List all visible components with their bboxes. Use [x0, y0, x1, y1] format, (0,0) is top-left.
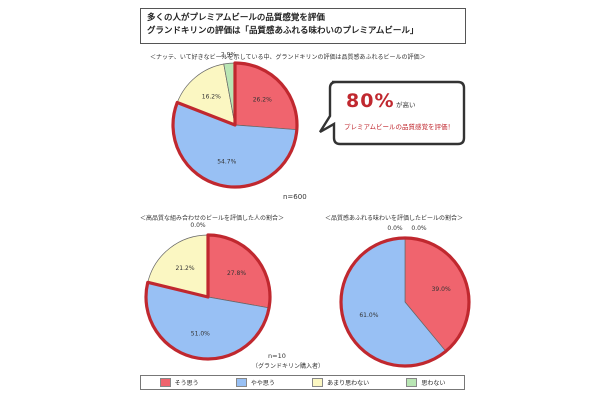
- title-line-2: グランドキリンの評価は「品質感あふれる味わいのプレミアムビール」: [147, 26, 419, 36]
- highlight-outline: [171, 61, 299, 189]
- data-label: 51.0%: [191, 330, 210, 337]
- legend-label: そう思う: [174, 380, 199, 387]
- data-label: 0.0%: [387, 225, 403, 232]
- highlight-outline: [144, 233, 272, 361]
- highlight-callout: 80% が高い プレミアムビールの品質感覚を評価！: [318, 78, 468, 152]
- highlight-outline: [339, 236, 471, 368]
- title-box: 多くの人がプレミアムビールの品質感覚を評価 グランドキリンの評価は「品質感あふれ…: [140, 8, 466, 44]
- data-label: 26.2%: [253, 97, 272, 104]
- chart-2-n-sub: （グランドキリン購入者）: [252, 363, 325, 370]
- callout-percent: 80%: [346, 90, 395, 112]
- legend-item: 思わない: [406, 378, 445, 387]
- pie-2: 27.8% 51.0% 21.2% 0.0%: [144, 222, 272, 361]
- pie-1: 26.2% 54.7% 16.2% 2.9%: [171, 51, 299, 189]
- data-label: 0.0%: [411, 225, 427, 232]
- legend-item: そう思う: [159, 378, 199, 387]
- legend: そう思う やや思う あまり思わない 思わない: [140, 375, 465, 390]
- data-label: 27.8%: [227, 270, 246, 277]
- pie-slice: [176, 63, 236, 126]
- data-label: 16.2%: [202, 93, 221, 100]
- legend-swatch: [406, 378, 418, 387]
- legend-label: 思わない: [421, 380, 446, 387]
- data-label: 2.9%: [221, 51, 237, 58]
- chart-1-caption: ＜ナッテ、いて好きなビールを示している中、グランドキリンの評価は品質感あふれるビ…: [150, 54, 426, 61]
- legend-swatch: [235, 378, 247, 387]
- callout-suffix: が高い: [396, 101, 416, 109]
- legend-item: あまり思わない: [312, 378, 369, 387]
- legend-swatch: [159, 378, 171, 387]
- chart-2-n: n=10: [268, 352, 286, 360]
- chart-1-n: n=600: [283, 193, 307, 201]
- pie-3: 39.0% 61.0% 0.0% 0.0%: [339, 225, 471, 368]
- callout-bubble: [318, 80, 466, 146]
- chart-2-caption: ＜高品質な組み合わせのビールを評価した人の割合＞: [140, 215, 285, 222]
- legend-label: あまり思わない: [327, 380, 370, 387]
- chart-3-caption: ＜品質感あふれる味わいを評価したビールの割合＞: [325, 215, 464, 222]
- data-label: 54.7%: [217, 158, 236, 165]
- data-label: 61.0%: [359, 312, 378, 319]
- legend-swatch: [312, 378, 324, 387]
- callout-message: プレミアムビールの品質感覚を評価！: [344, 123, 455, 131]
- legend-item: やや思う: [235, 378, 275, 387]
- title-line-1: 多くの人がプレミアムビールの品質感覚を評価: [147, 13, 325, 23]
- pie-slice: [147, 234, 209, 298]
- data-label: 21.2%: [175, 265, 194, 272]
- legend-label: やや思う: [250, 380, 275, 387]
- data-label: 0.0%: [190, 222, 206, 229]
- data-label: 39.0%: [432, 286, 451, 293]
